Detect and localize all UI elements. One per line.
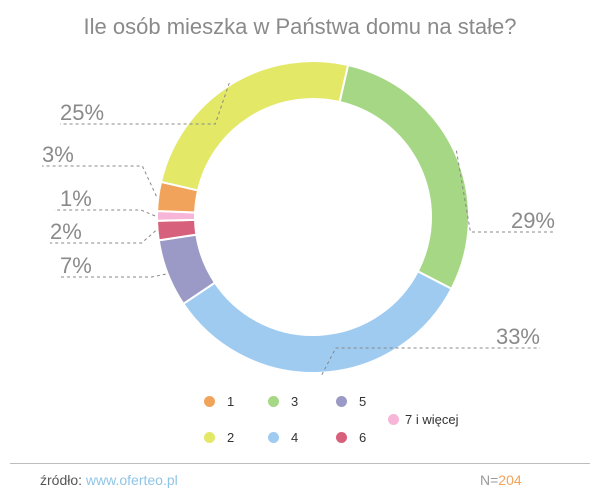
value-label-5: 7% [60, 253, 92, 278]
footer-divider [10, 463, 590, 464]
slice-3 [338, 63, 470, 291]
chart-title: Ile osób mieszka w Państwa domu na stałe… [83, 14, 517, 39]
donut-slices [156, 60, 470, 374]
value-labels: 3% 25% 29% 33% 7% 2% 1% [42, 100, 555, 349]
source-link[interactable]: www.oferteo.pl [85, 472, 178, 488]
value-label-4: 33% [496, 324, 540, 349]
source-label: źródło: [40, 472, 83, 488]
value-label-7-i-wiecej: 1% [60, 186, 92, 211]
slice-4 [181, 269, 453, 374]
leader-line-2 [60, 82, 230, 125]
leader-line-4 [321, 347, 540, 375]
leader-line-7-i-wiecej [54, 209, 156, 217]
slice-2 [159, 60, 350, 192]
value-label-3: 29% [511, 208, 555, 233]
value-label-2: 25% [60, 100, 104, 125]
sample-size-label: N= [480, 472, 499, 488]
leader-line-6 [50, 230, 156, 244]
sample-size: N=204 [480, 472, 522, 488]
value-label-1: 3% [42, 142, 74, 167]
leader-line-5 [60, 273, 166, 278]
leader-lines [42, 82, 555, 375]
value-label-6: 2% [50, 219, 82, 244]
leader-line-3 [455, 150, 555, 233]
footer-source: źródło: www.oferteo.pl [40, 472, 178, 488]
sample-size-value: 204 [498, 472, 522, 488]
